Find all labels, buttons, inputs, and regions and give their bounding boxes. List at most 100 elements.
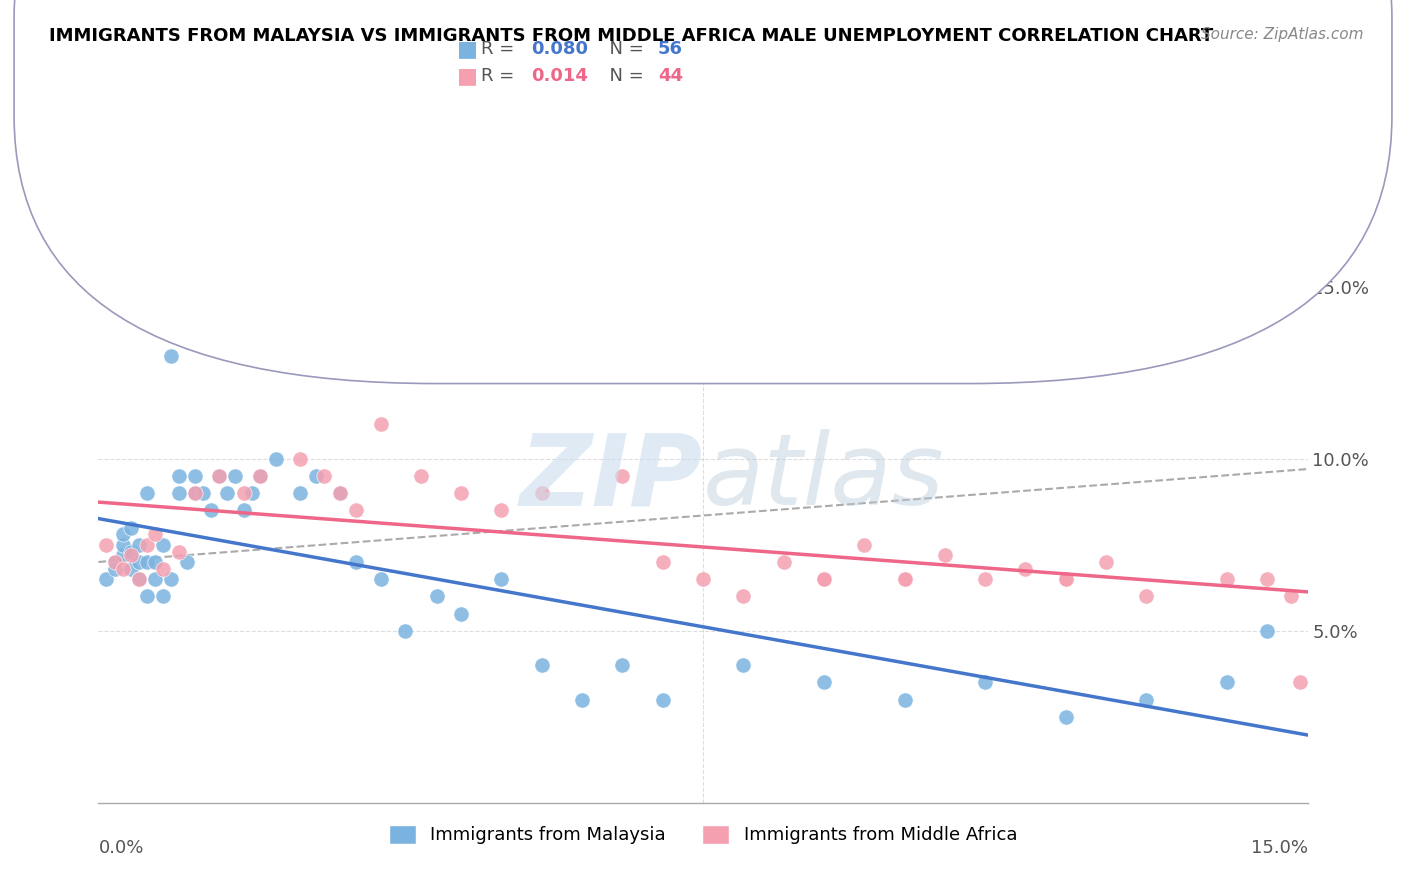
Point (288, 451, 311, 466)
Point (450, 486, 472, 500)
Text: 44: 44 (658, 67, 683, 85)
Point (103, 562, 125, 576)
Point (167, 469, 190, 483)
Point (135, 486, 157, 500)
Point (167, 486, 190, 500)
Point (184, 486, 207, 500)
Point (160, 349, 183, 363)
Point (1135, 692, 1157, 706)
Point (394, 624, 416, 638)
Point (530, 658, 553, 673)
Point (128, 572, 150, 586)
Point (974, 572, 997, 586)
Text: 0.0%: 0.0% (98, 838, 143, 857)
Point (143, 555, 166, 569)
Point (111, 562, 134, 576)
Point (612, 658, 634, 673)
Text: ZIP: ZIP (520, 429, 703, 526)
Point (135, 538, 157, 552)
Point (370, 417, 392, 432)
Point (571, 366, 593, 380)
Point (1054, 572, 1077, 586)
Text: N =: N = (598, 67, 650, 85)
Point (288, 486, 311, 500)
Point (232, 503, 254, 517)
Text: 0.080: 0.080 (531, 40, 589, 58)
Point (120, 520, 142, 534)
Point (111, 548, 134, 562)
Point (1256, 624, 1278, 638)
Point (143, 527, 166, 541)
Point (853, 538, 876, 552)
Point (208, 469, 231, 483)
Point (135, 555, 157, 569)
Text: Source: ZipAtlas.com: Source: ZipAtlas.com (1201, 27, 1364, 42)
Point (491, 572, 513, 586)
Point (120, 548, 142, 562)
Point (329, 486, 352, 500)
Point (103, 555, 125, 569)
Text: ■: ■ (457, 66, 478, 86)
Point (314, 469, 336, 483)
Text: IMMIGRANTS FROM MALAYSIA VS IMMIGRANTS FROM MIDDLE AFRICA MALE UNEMPLOYMENT CORR: IMMIGRANTS FROM MALAYSIA VS IMMIGRANTS F… (49, 27, 1213, 45)
Point (1054, 710, 1077, 724)
Point (217, 486, 239, 500)
Point (103, 555, 125, 569)
Point (232, 486, 254, 500)
Point (1014, 562, 1036, 576)
Point (571, 692, 593, 706)
Point (813, 572, 835, 586)
Text: N =: N = (598, 40, 650, 58)
Point (1054, 572, 1077, 586)
Point (344, 555, 367, 569)
Point (329, 486, 352, 500)
Point (128, 538, 150, 552)
Point (893, 572, 915, 586)
Point (733, 590, 755, 604)
Point (1256, 572, 1278, 586)
Point (772, 555, 794, 569)
Point (813, 572, 835, 586)
Point (160, 572, 183, 586)
Point (934, 548, 956, 562)
Text: R =: R = (481, 40, 520, 58)
Point (612, 469, 634, 483)
Point (450, 607, 472, 621)
Point (143, 572, 166, 586)
Point (491, 503, 513, 517)
Point (813, 675, 835, 690)
Point (1288, 675, 1310, 690)
Point (370, 572, 392, 586)
Point (893, 572, 915, 586)
Point (409, 469, 432, 483)
Point (344, 503, 367, 517)
Point (1095, 555, 1118, 569)
Point (152, 562, 174, 576)
Point (733, 658, 755, 673)
Point (1216, 675, 1239, 690)
Point (224, 469, 246, 483)
Point (176, 555, 198, 569)
Legend: Immigrants from Malaysia, Immigrants from Middle Africa: Immigrants from Malaysia, Immigrants fro… (381, 818, 1025, 852)
Point (1135, 590, 1157, 604)
Point (249, 469, 271, 483)
Text: atlas: atlas (703, 429, 945, 526)
Point (1281, 590, 1303, 604)
Point (152, 590, 174, 604)
Point (974, 675, 997, 690)
Point (651, 555, 673, 569)
Point (120, 562, 142, 576)
Point (96, 538, 118, 552)
Point (651, 692, 673, 706)
Point (184, 469, 207, 483)
Point (264, 451, 287, 466)
Text: R =: R = (481, 67, 520, 85)
Text: 15.0%: 15.0% (1250, 838, 1308, 857)
Point (305, 469, 328, 483)
Point (200, 503, 222, 517)
Point (208, 469, 231, 483)
Point (128, 555, 150, 569)
Point (893, 692, 915, 706)
Point (135, 590, 157, 604)
Text: 0.014: 0.014 (531, 67, 588, 85)
